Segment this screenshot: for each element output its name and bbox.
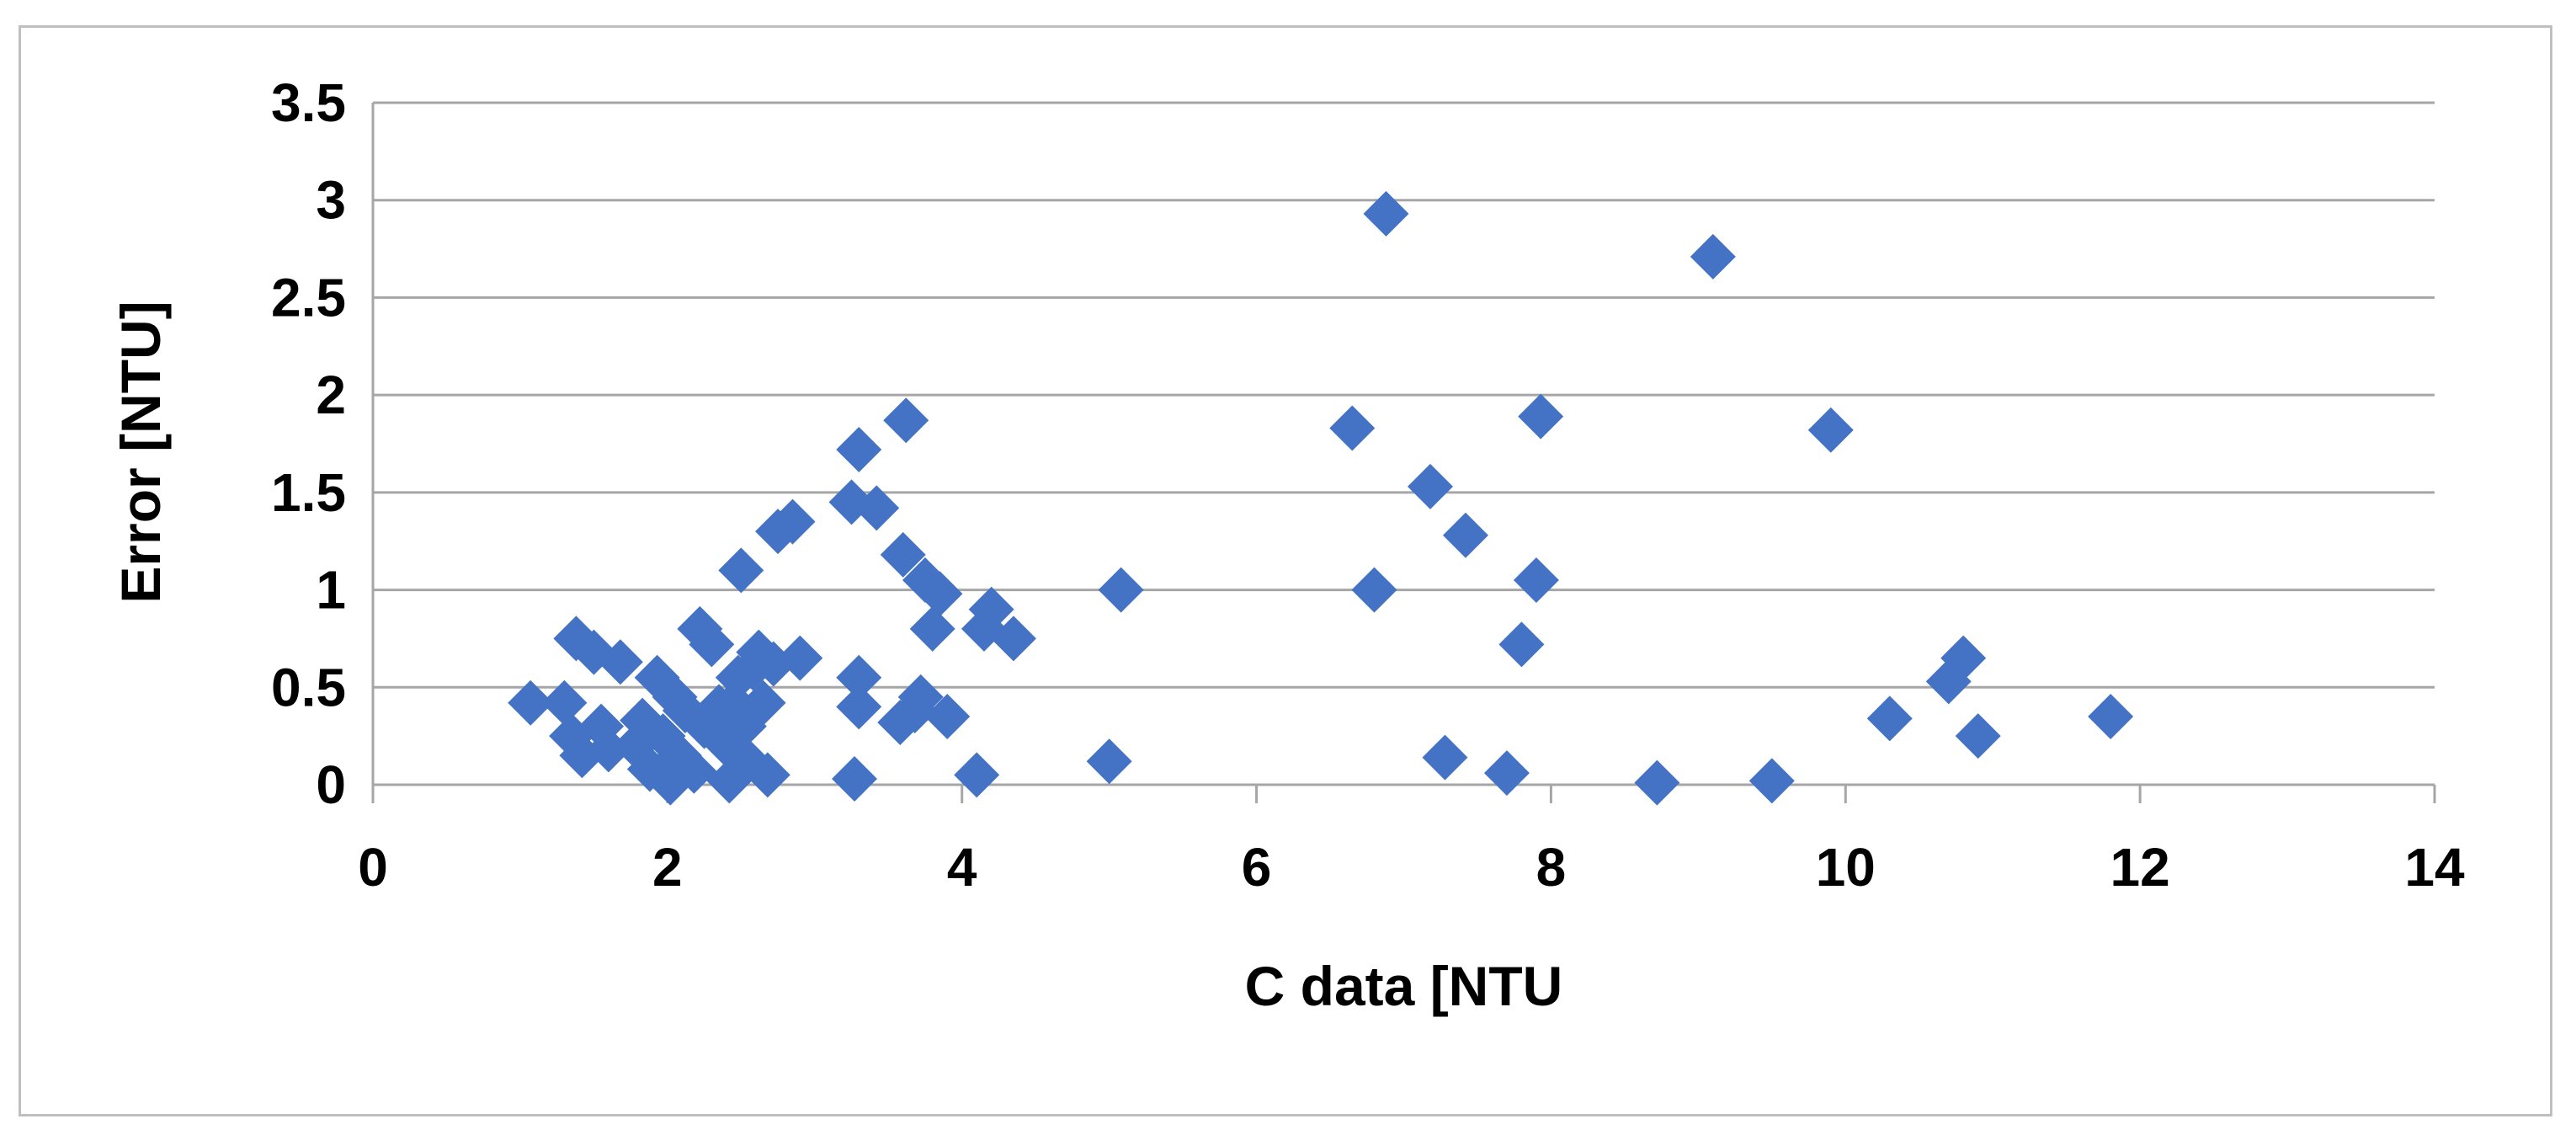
data-point: [1748, 758, 1795, 804]
data-point: [854, 485, 900, 531]
data-point: [909, 605, 955, 652]
data-point: [836, 684, 882, 730]
x-tick-label: 14: [2404, 837, 2465, 898]
data-point: [836, 654, 882, 701]
data-point: [508, 679, 554, 726]
data-point: [1098, 567, 1144, 613]
data-point: [1422, 734, 1468, 781]
data-point: [990, 615, 1036, 662]
y-tick-label: 2: [316, 365, 346, 425]
y-tick-label: 1: [316, 560, 346, 621]
data-point: [1690, 233, 1736, 280]
data-points: [508, 190, 2134, 806]
data-point: [917, 571, 963, 617]
data-point: [1363, 190, 1409, 237]
data-point: [740, 679, 786, 726]
data-point: [1442, 512, 1488, 558]
tick-labels: 0 0.5 1 1.5 2 2.5 3 3.5 0 2 4 6 8 10 12 14: [271, 72, 2465, 898]
x-tick-label: 2: [652, 837, 683, 898]
data-point: [718, 547, 764, 594]
x-axis-title: C data [NTU: [1245, 955, 1563, 1017]
x-tick-label: 6: [1242, 837, 1272, 898]
x-tick-label: 12: [2110, 837, 2170, 898]
data-point: [2088, 694, 2134, 739]
y-tick-label: 2.5: [271, 267, 346, 328]
data-point: [880, 531, 926, 578]
x-tick-label: 0: [358, 837, 388, 898]
data-point: [769, 498, 816, 545]
gridlines: [373, 101, 2435, 689]
data-point: [689, 621, 735, 668]
y-tick-label: 0: [316, 754, 346, 815]
data-point: [597, 639, 643, 685]
data-point: [541, 679, 588, 726]
data-point: [1329, 405, 1376, 451]
x-tick-label: 8: [1536, 837, 1567, 898]
data-point: [954, 752, 1000, 798]
data-point: [1955, 713, 2001, 759]
data-point: [1866, 695, 1913, 742]
data-point: [924, 694, 971, 739]
y-tick-label: 0.5: [271, 657, 346, 717]
data-point: [968, 586, 1014, 632]
y-axis-title: Error [NTU]: [109, 301, 172, 603]
data-point: [1407, 463, 1453, 509]
data-point: [1351, 567, 1397, 613]
chart-frame: [19, 25, 2552, 1116]
data-point: [1498, 621, 1545, 668]
x-tick-label: 4: [947, 837, 977, 898]
x-tick-label: 10: [1816, 837, 1876, 898]
data-point: [744, 752, 790, 798]
data-point: [777, 635, 823, 681]
data-point: [1518, 393, 1564, 440]
data-point: [1940, 635, 1987, 681]
data-point: [832, 756, 878, 802]
data-point: [1086, 738, 1132, 785]
data-point: [671, 748, 717, 794]
data-point: [1634, 759, 1680, 806]
data-point: [897, 674, 944, 720]
y-tick-label: 3.5: [271, 72, 346, 133]
data-point: [883, 397, 929, 444]
y-tick-label: 1.5: [271, 462, 346, 523]
data-point: [1483, 750, 1530, 797]
data-point: [836, 426, 882, 472]
data-point: [1513, 557, 1559, 603]
y-tick-label: 3: [316, 170, 346, 231]
data-point: [1807, 407, 1854, 453]
